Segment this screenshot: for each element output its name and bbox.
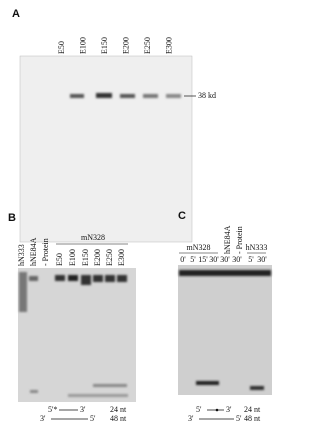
strand-end: 3' <box>80 405 86 414</box>
strand-end: 5'* <box>48 405 57 414</box>
lane-label: E300 <box>117 249 126 266</box>
lane-label: E250 <box>143 37 152 54</box>
group-label: hN333 <box>246 243 268 252</box>
duplex-legend: 5' 3' 24 nt3' 5' 48 nt <box>188 405 261 423</box>
lane-label: 30' <box>209 255 219 264</box>
gel <box>19 55 193 243</box>
lane-label: E150 <box>81 249 90 266</box>
lane-label: E200 <box>121 37 130 54</box>
bands <box>179 270 271 390</box>
lane-label: 5' <box>190 255 196 264</box>
lane-label: hN333 <box>17 244 26 266</box>
lane-label: E200 <box>93 249 102 266</box>
strand-end: 3' <box>188 414 194 423</box>
lane-labels: hN333 hNE84A - Protein E50 E100 E150 E200 E250 E… <box>17 237 126 266</box>
lane-label: 0' <box>180 255 186 264</box>
lane-label: hNE84A <box>223 225 232 254</box>
lane-label: E50 <box>55 253 64 266</box>
lane-label: E300 <box>164 37 173 54</box>
lane-label: E100 <box>78 37 87 54</box>
strand-size: 48 nt <box>244 414 261 423</box>
lane-label: 30' <box>220 255 230 264</box>
lane-label: 15' <box>198 255 208 264</box>
panel-label: A <box>12 8 20 20</box>
lane-label: E250 <box>105 249 114 266</box>
figure: A E50 E100 E150 E200 E250 E300 38 kd B mN328 … <box>8 8 272 423</box>
lane-label: 30' <box>232 255 242 264</box>
lane-labels: E50 E100 E150 E200 E250 E300 <box>57 37 174 54</box>
strand-size: 24 nt <box>110 405 127 414</box>
strand-end: 3' <box>226 405 232 414</box>
strand-size: 24 nt <box>244 405 261 414</box>
lane-label: hNE84A <box>29 237 38 266</box>
duplex-legend: 5'* 3' 24 nt3' 5' 48 nt <box>40 405 127 423</box>
panel-label: C <box>178 210 186 222</box>
bands <box>70 93 181 98</box>
lane-label: - Protein <box>235 226 244 254</box>
lane-label: 5' <box>248 255 254 264</box>
strand-end: 5' <box>196 405 202 414</box>
lane-label: E50 <box>57 41 66 54</box>
strand-end: 5' <box>90 414 96 423</box>
strand-size: 48 nt <box>110 414 127 423</box>
lane-label: E150 <box>100 37 109 54</box>
lane-label: E100 <box>68 249 77 266</box>
panel-label: B <box>8 212 16 224</box>
strand-end: 5' <box>236 414 242 423</box>
gel <box>178 265 272 395</box>
gel <box>18 268 136 402</box>
lane-label: 30' <box>257 255 267 264</box>
marker-label: 38 kd <box>198 91 216 100</box>
strand-end: 3' <box>40 414 46 423</box>
label-marker <box>215 408 219 412</box>
bands <box>19 272 128 397</box>
group-label: mN328 <box>81 233 105 242</box>
group-label: mN328 <box>187 243 211 252</box>
lane-label: - Protein <box>41 238 50 266</box>
